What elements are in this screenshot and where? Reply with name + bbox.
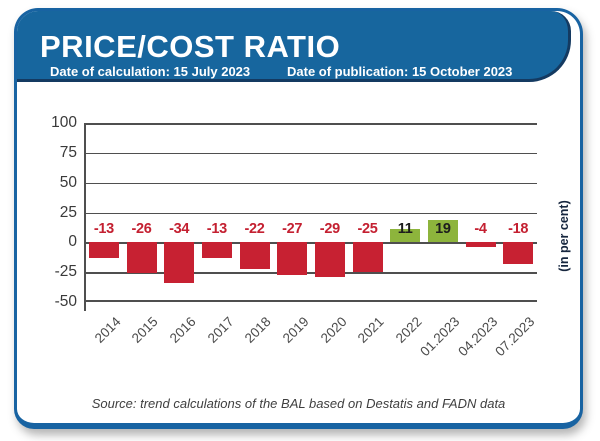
bar-2016 xyxy=(164,242,195,283)
bar-value-label: -4 xyxy=(474,221,487,238)
card-header: PRICE/COST RATIO Date of calculation: 15… xyxy=(17,11,571,82)
x-axis-label: 2022 xyxy=(392,314,425,346)
bar-2015 xyxy=(126,242,157,274)
bar-value-label: -25 xyxy=(357,221,378,238)
bar-value-label: -34 xyxy=(169,221,190,238)
x-axis-label: 2020 xyxy=(317,314,350,346)
price-cost-ratio-card: PRICE/COST RATIO Date of calculation: 15… xyxy=(14,8,583,429)
bar-07.2023 xyxy=(503,242,534,264)
y-axis-line xyxy=(84,123,86,311)
y-axis-tick-label: 50 xyxy=(59,173,77,191)
bar-value-label: -13 xyxy=(206,221,227,238)
x-axis-label: 2014 xyxy=(91,314,124,346)
y-axis-tick-label: -50 xyxy=(54,293,77,310)
bar-2017 xyxy=(201,242,232,258)
bar-value-label: -26 xyxy=(131,221,152,238)
bar-value-label: -27 xyxy=(282,221,303,238)
x-axis-label: 07.2023 xyxy=(492,314,538,360)
gridline-50 xyxy=(85,182,537,185)
x-axis-label: 2021 xyxy=(355,314,388,346)
page-title: PRICE/COST RATIO xyxy=(40,29,341,64)
x-axis-label: 2016 xyxy=(166,314,199,346)
x-axis-label: 2015 xyxy=(129,314,162,346)
y-axis-tick-label: -25 xyxy=(54,263,77,281)
bar-2021 xyxy=(352,242,383,273)
gridline-75 xyxy=(85,152,537,155)
bar-04.2023 xyxy=(465,242,496,248)
gridline--25 xyxy=(85,272,537,274)
x-axis-label: 2018 xyxy=(242,314,275,346)
x-axis-label: 2017 xyxy=(204,314,237,346)
x-axis-label: 04.2023 xyxy=(454,314,501,360)
bar-value-label: 11 xyxy=(397,221,413,238)
bar-2019 xyxy=(277,242,308,275)
calculation-date: Date of calculation: 15 July 2023 xyxy=(50,64,251,79)
bar-value-label: -22 xyxy=(244,221,265,238)
bar-value-label: -18 xyxy=(508,221,529,238)
bar-01.2023 xyxy=(427,219,458,243)
bar-2018 xyxy=(239,242,270,269)
bar-chart-plot-area: 100 75 50 25 0 -25 -50 -13 -26 -34 -13 -22 -27 -29 -25… xyxy=(51,114,538,359)
y-axis-tick-label: 0 xyxy=(68,233,77,251)
gridline--50 xyxy=(85,300,537,302)
bar-value-label: -29 xyxy=(319,221,340,238)
bar-2014 xyxy=(88,242,119,258)
x-axis-label: 2019 xyxy=(279,314,312,346)
y-axis-tick-label: 100 xyxy=(51,114,77,131)
y-axis-tick-label: 25 xyxy=(59,203,77,221)
bar-2020 xyxy=(314,242,345,277)
gridline-0 xyxy=(85,242,537,244)
source-note: Source: trend calculations of the BAL ba… xyxy=(91,396,506,411)
gridline-25 xyxy=(85,212,537,215)
y-axis-tick-label: 75 xyxy=(59,143,77,161)
y-axis-unit-label: (in per cent) xyxy=(557,200,571,272)
bar-2022 xyxy=(390,229,421,243)
publication-date: Date of publication: 15 October 2023 xyxy=(287,64,513,79)
bar-value-label: 19 xyxy=(435,221,451,238)
gridline-100 xyxy=(85,123,537,125)
bar-value-label: -13 xyxy=(93,221,114,238)
x-axis-label: 01.2023 xyxy=(417,314,463,360)
